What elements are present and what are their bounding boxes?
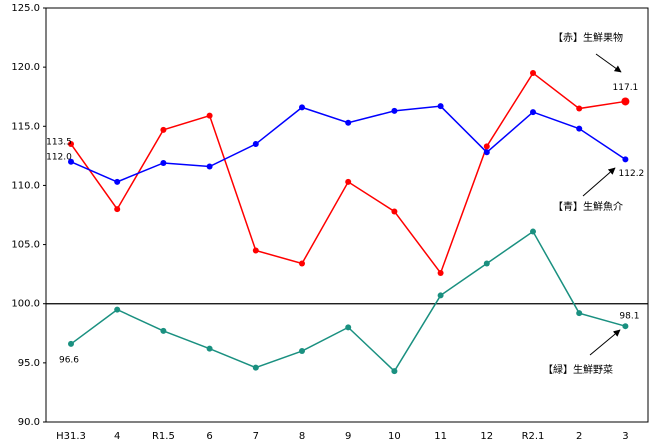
arrow	[595, 53, 622, 73]
data-point	[437, 292, 444, 299]
x-tick-label: 11	[434, 431, 447, 442]
data-point	[576, 125, 583, 132]
x-tick-label: R1.5	[152, 431, 175, 442]
data-point	[530, 70, 536, 77]
data-point	[621, 97, 630, 106]
value-label: 117.1	[613, 83, 639, 93]
x-tick-label: 10	[388, 431, 401, 442]
arrow	[589, 329, 621, 356]
y-tick-label: 120.0	[11, 62, 40, 73]
x-tick-label: 9	[345, 431, 351, 442]
data-point	[160, 327, 167, 334]
data-point	[252, 364, 259, 371]
data-point	[299, 260, 305, 267]
y-tick-label: 115.0	[11, 121, 40, 132]
data-point	[160, 126, 167, 133]
data-point	[391, 368, 398, 375]
series-name: 【赤】生鮮果物	[553, 31, 623, 44]
data-point	[622, 323, 629, 330]
data-point	[114, 206, 121, 213]
series-line	[70, 230, 626, 373]
x-tick-label: 8	[299, 431, 305, 442]
data-point	[252, 141, 259, 148]
data-point	[345, 324, 352, 331]
value-label: 98.1	[619, 312, 639, 322]
data-point	[206, 163, 213, 170]
data-point	[391, 107, 398, 114]
x-tick-label: 4	[114, 431, 120, 442]
data-point	[391, 208, 398, 215]
data-point	[576, 310, 583, 317]
data-point	[345, 178, 352, 185]
data-point	[530, 228, 536, 235]
series-name: 【青】生鮮魚介	[553, 200, 623, 213]
x-tick-label: H31.3	[56, 431, 86, 442]
y-tick-label: 110.0	[11, 180, 40, 191]
series-name: 【緑】生鮮野菜	[543, 363, 613, 376]
plot-frame	[45, 7, 649, 423]
data-point	[252, 247, 259, 254]
data-point	[68, 158, 74, 165]
x-tick-label: 2	[576, 431, 582, 442]
data-point	[114, 178, 121, 185]
data-point	[483, 149, 490, 156]
data-point	[483, 260, 490, 267]
x-tick-label: 3	[622, 431, 628, 442]
data-point	[622, 156, 629, 163]
y-tick-label: 95.0	[18, 358, 40, 369]
data-point	[576, 105, 583, 112]
data-point	[68, 340, 74, 347]
y-tick-label: 125.0	[11, 3, 40, 14]
series-line	[70, 71, 626, 275]
data-point	[206, 345, 213, 352]
value-label: 112.2	[619, 169, 645, 179]
x-tick-label: R2.1	[522, 431, 545, 442]
data-point	[483, 143, 490, 150]
value-label: 112.0	[46, 152, 72, 162]
arrow	[582, 167, 616, 197]
x-tick-label: 7	[253, 431, 259, 442]
data-point	[299, 104, 305, 111]
y-tick-label: 90.0	[18, 417, 40, 428]
x-tick-label: 6	[206, 431, 212, 442]
series-line	[70, 105, 626, 183]
data-point	[530, 109, 536, 116]
data-point	[345, 119, 352, 126]
data-point	[114, 306, 121, 313]
value-label: 96.6	[59, 355, 79, 365]
value-label: 113.5	[46, 138, 72, 148]
data-point	[68, 141, 74, 148]
data-point	[299, 348, 305, 355]
y-tick-label: 105.0	[11, 240, 40, 251]
x-tick-label: 12	[480, 431, 493, 442]
data-point	[437, 103, 444, 110]
data-point	[437, 269, 444, 276]
y-tick-label: 100.0	[11, 299, 40, 310]
data-point	[160, 159, 167, 166]
data-point	[206, 112, 213, 119]
